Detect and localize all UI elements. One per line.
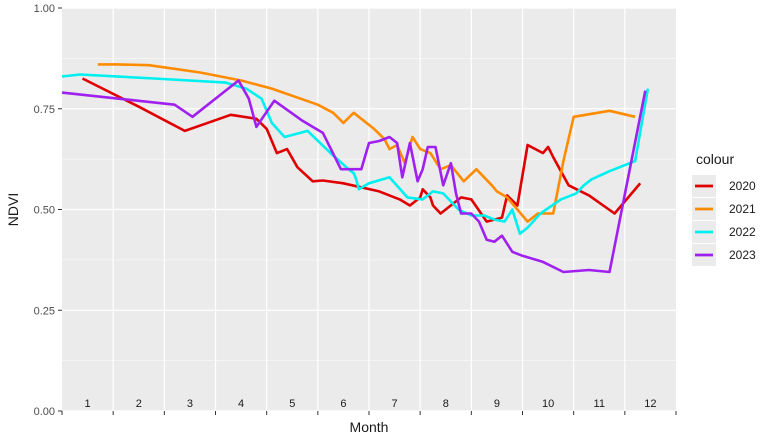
- axes: 0.00 0.25 0.50 0.75 1.00: [34, 3, 677, 418]
- month-label: 7: [392, 398, 398, 410]
- legend: colour 2020 2021 2022 2023: [692, 151, 756, 266]
- month-label: 3: [187, 398, 193, 410]
- gridlines: [62, 7, 676, 412]
- y-tick-label: 1.00: [34, 3, 55, 15]
- month-label: 11: [594, 398, 605, 410]
- legend-label-2020: 2020: [729, 179, 756, 193]
- month-label: 12: [644, 398, 656, 410]
- x-axis-title: Month: [350, 419, 389, 435]
- month-labels: 1 2 3 4 5 6 7 8 9 10 11 12: [85, 398, 657, 410]
- y-axis-title: NDVI: [5, 193, 21, 226]
- month-label: 4: [238, 398, 244, 410]
- legend-label-2022: 2022: [729, 225, 756, 239]
- month-label: 2: [136, 398, 142, 410]
- y-tick-label: 0.75: [34, 104, 55, 116]
- y-tick-label: 0.00: [34, 406, 55, 418]
- month-label: 8: [443, 398, 449, 410]
- month-label: 10: [542, 398, 554, 410]
- series-lines: [61, 63, 650, 274]
- month-label: 1: [85, 398, 91, 410]
- series-line-2021: [97, 63, 636, 223]
- month-label: 5: [289, 398, 295, 410]
- y-tick-label: 0.50: [34, 205, 55, 217]
- y-tick-label: 0.25: [34, 305, 55, 317]
- legend-label-2021: 2021: [729, 202, 756, 216]
- series-line-2020: [81, 77, 642, 223]
- month-label: 6: [340, 398, 346, 410]
- series-line-2023: [61, 79, 647, 274]
- month-label: 9: [494, 398, 500, 410]
- legend-title: colour: [696, 151, 734, 167]
- legend-label-2023: 2023: [729, 248, 756, 262]
